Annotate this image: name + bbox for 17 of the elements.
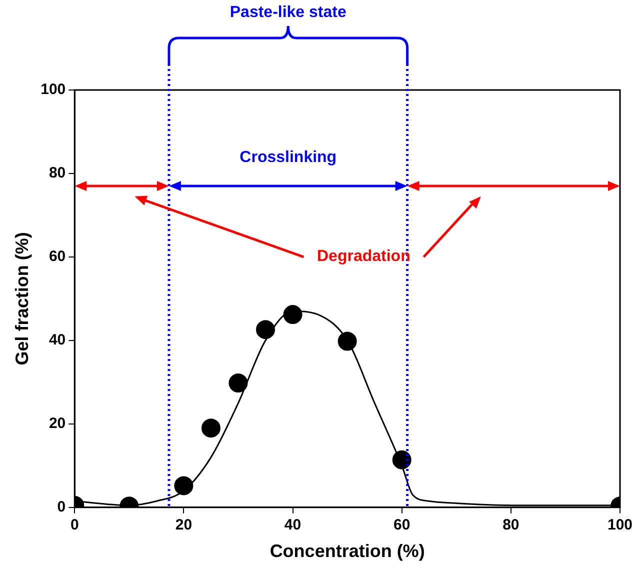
y-tick-label: 60 <box>48 248 66 266</box>
annotation: Degradation <box>317 248 410 266</box>
y-tick-label: 100 <box>40 81 66 98</box>
x-tick-label: 0 <box>70 516 79 534</box>
y-tick-label: 0 <box>57 498 66 516</box>
y-axis-title: Gel fraction (%) <box>12 232 32 366</box>
text: Paste-like state <box>230 4 346 22</box>
y-tick-label: 80 <box>48 164 66 182</box>
x-tick-label: 80 <box>502 516 520 534</box>
x-tick-label: 20 <box>175 516 192 534</box>
y-tick-label: 40 <box>48 332 66 349</box>
annotation: Crosslinking <box>240 149 337 167</box>
y-tick-label: 20 <box>48 415 66 432</box>
x-tick-label: 100 <box>607 516 633 534</box>
x-axis-title: Concentration (%) <box>270 541 425 562</box>
x-tick-label: 60 <box>394 516 410 534</box>
x-tick-label: 40 <box>284 516 302 534</box>
